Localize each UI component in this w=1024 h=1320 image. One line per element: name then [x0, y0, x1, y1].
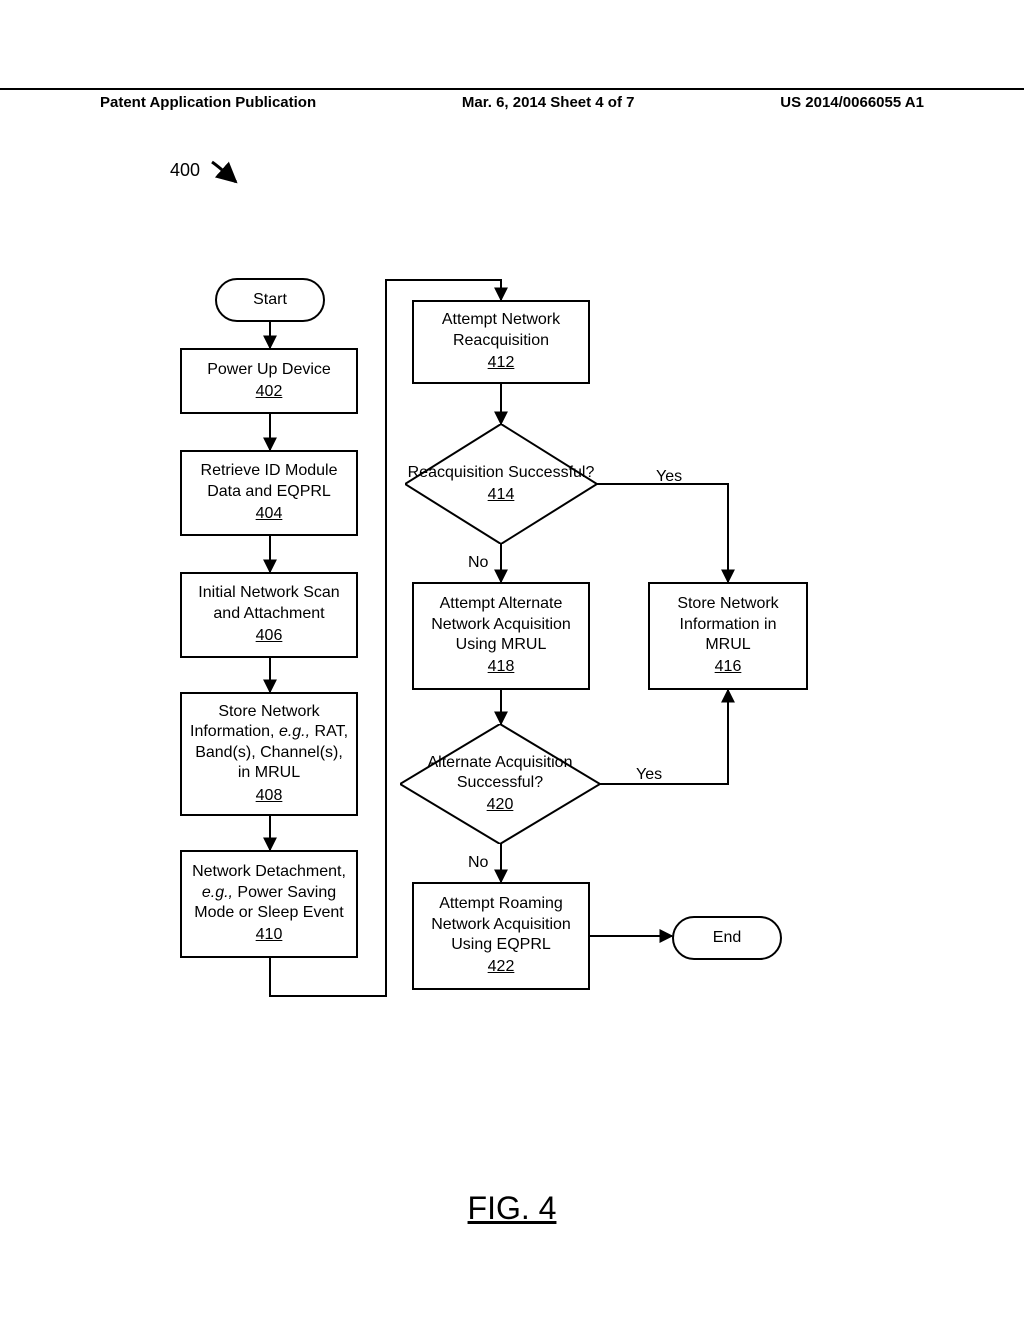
- header-left: Patent Application Publication: [100, 94, 316, 111]
- flowchart-diagram: 400 Start Power Up Device402 Retrieve ID M…: [0, 130, 1024, 1230]
- header-right: US 2014/0066055 A1: [780, 94, 924, 111]
- process-404: Retrieve ID Module Data and EQPRL404: [180, 450, 358, 536]
- header-center: Mar. 6, 2014 Sheet 4 of 7: [462, 94, 635, 111]
- figure-ref-number: 400: [170, 160, 200, 181]
- edge-label-8: Yes: [656, 468, 682, 486]
- edge-label-10: No: [468, 854, 488, 872]
- terminal-end: End: [672, 916, 782, 960]
- edge-label-11: Yes: [636, 766, 662, 784]
- decision-414: Reacquisition Successful?414: [405, 424, 597, 544]
- process-422: Attempt Roaming Network Acquisition Usin…: [412, 882, 590, 990]
- process-410: Network Detachment, e.g., Power Saving M…: [180, 850, 358, 958]
- process-418: Attempt Alternate Network Acquisition Us…: [412, 582, 590, 690]
- process-412: Attempt Network Reacquisition412: [412, 300, 590, 384]
- process-416: Store Network Information in MRUL416: [648, 582, 808, 690]
- figure-caption: FIG. 4: [468, 1190, 557, 1227]
- decision-420: Alternate Acquisition Successful?420: [400, 724, 600, 844]
- page-header: Patent Application Publication Mar. 6, 2…: [0, 88, 1024, 111]
- terminal-start: Start: [215, 278, 325, 322]
- process-406: Initial Network Scan and Attachment406: [180, 572, 358, 658]
- process-402: Power Up Device402: [180, 348, 358, 414]
- process-408: Store Network Information, e.g., RAT, Ba…: [180, 692, 358, 816]
- edge-label-7: No: [468, 554, 488, 572]
